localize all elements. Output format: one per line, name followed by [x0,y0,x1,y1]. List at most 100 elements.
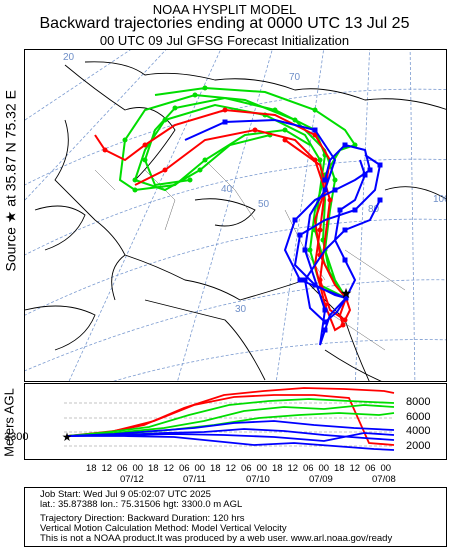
trajectory-marker [322,319,328,325]
trajectory-marker [342,257,348,263]
trajectory-marker [172,105,178,111]
source-marker: ★ [340,285,353,301]
hour-tick-label: 12 [163,463,175,474]
trajectory-marker [132,177,138,183]
profile-line [67,435,395,451]
trajectory-marker [342,142,348,148]
disclaimer: This is not a NOAA product.It was produc… [40,533,393,544]
star-icon: ★ [340,285,353,301]
graticule-labels: 20 70 40 50 80 100 30 [63,52,447,315]
hour-tick-label: 12 [349,463,361,474]
trajectory-marker [367,167,373,173]
hour-tick-label: 06 [117,463,128,474]
y-axis-label: Meters AGL [1,388,17,457]
trajectory-marker [102,147,108,153]
trajectory-marker [322,187,328,193]
grid-label: 100 [433,194,447,205]
height-profile-chart: ★ [62,387,395,451]
grid-label: 20 [63,52,75,63]
date-tick-label: 07/08 [372,474,396,485]
hour-tick-label: 18 [86,463,97,474]
hour-tick-label: 06 [303,463,314,474]
profile-line [66,387,395,437]
hour-tick-label: 00 [380,463,392,474]
trajectory-marker [192,92,198,98]
trajectory-marker [202,157,208,163]
trajectory-marker [322,307,328,313]
coastlines [25,61,446,381]
hour-tick-label: 12 [101,463,113,474]
model-title: NOAA HYSPLIT MODEL [152,2,297,17]
hour-tick-label: 18 [334,463,345,474]
trajectory-marker [307,247,313,253]
hour-tick-label: 00 [194,463,206,474]
date-tick-label: 07/10 [246,474,270,485]
date-tick-label: 07/09 [309,474,333,485]
grid-label: 30 [235,304,247,315]
trajectory-marker [197,167,203,173]
profile-line [66,398,395,437]
trajectory-line [293,154,382,299]
initialization-subtitle: 00 UTC 09 Jul GFSG Forecast Initializati… [99,33,350,48]
trajectory-marker [272,107,278,113]
trajectory-line [184,118,347,346]
trajectory-marker [122,137,128,143]
trajectory-marker [292,217,298,223]
hour-tick-label: 06 [241,463,252,474]
source-height-label: 3300 [4,431,29,443]
trajectory-marker [302,247,308,253]
trajectory-marker [317,227,323,233]
trajectory-marker [327,197,333,203]
hour-tick-label: 06 [179,463,190,474]
hour-tick-label: 18 [148,463,159,474]
trajectory-paths [94,85,383,346]
hour-tick-label: 00 [256,463,268,474]
trajectory-marker [342,227,348,233]
trajectory-line [118,93,347,299]
star-icon: ★ [62,430,73,444]
trajectory-marker [332,177,338,183]
trajectory-marker [312,282,318,288]
ytick-label: 6000 [406,411,431,423]
source-location-label: Source ★ at 35.87 N 75.32 E [2,90,19,272]
trajectory-marker [317,157,323,163]
trajectory-marker [187,177,193,183]
trajectory-marker [332,187,338,193]
trajectory-marker [297,232,303,238]
grid-label: 40 [221,184,233,195]
trajectory-marker [302,277,308,283]
trajectory-direction: Trajectory Direction: Backward Duration:… [40,513,245,524]
trajectory-marker [222,119,228,125]
trajectory-marker [312,127,318,133]
trajectory-marker [317,277,323,283]
job-info-box: Job Start: Wed Jul 9 05:02:07 UTC 2025 l… [24,487,447,547]
trajectory-marker [132,187,138,193]
height-profile-frame [24,383,447,460]
trajectory-marker [322,177,328,183]
trajectory-marker [343,295,349,301]
ytick-label: 8000 [406,396,431,408]
vertical-motion-method: Vertical Motion Calculation Method: Mode… [40,523,287,534]
trajectory-marker [252,127,258,133]
trajectory-marker [337,207,343,213]
trajectory-marker [202,85,208,91]
trajectory-marker [377,162,383,168]
trajectory-marker [340,322,346,328]
trajectory-marker [312,132,318,138]
source-coordinates: lat.: 35.87388 lon.: 75.31506 hgt: 3300.… [40,499,243,510]
date-tick-label: 07/12 [120,474,144,485]
job-start: Job Start: Wed Jul 9 05:02:07 UTC 2025 [40,489,211,500]
trajectory-marker [342,317,348,323]
trajectory-marker [322,327,328,333]
hour-tick-label: 06 [365,463,376,474]
trajectory-map: 20 70 40 50 80 100 30 ★ [24,49,447,382]
trajectory-marker [362,172,368,178]
trajectory-marker [142,157,148,163]
grid-label: 50 [258,199,270,210]
trajectory-marker [297,277,303,283]
profile-paths [66,387,395,451]
ytick-label: 4000 [406,425,431,437]
trajectory-marker [162,167,168,173]
trajectory-marker [222,107,228,113]
hour-tick-label: 18 [272,463,283,474]
